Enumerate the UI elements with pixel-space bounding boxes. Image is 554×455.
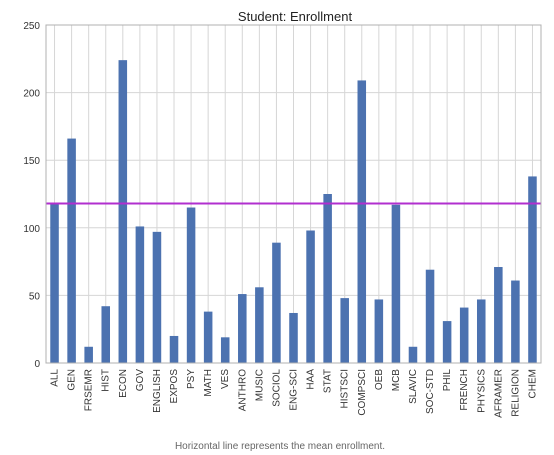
x-tick-label: PHYSICS bbox=[476, 369, 487, 413]
x-tick-label: ALL bbox=[50, 369, 61, 387]
bar-econ bbox=[118, 60, 128, 363]
x-tick-label: HISTSCI bbox=[340, 369, 351, 408]
plot-frame bbox=[45, 24, 542, 364]
bar-haa bbox=[306, 230, 315, 363]
chart-title: Student: Enrollment bbox=[238, 9, 353, 24]
bar-frsemr bbox=[84, 346, 93, 363]
x-tick-label: EXPOS bbox=[169, 369, 180, 404]
x-tick-label: STAT bbox=[323, 369, 334, 393]
x-tick-label: GEN bbox=[67, 369, 78, 391]
bar-chem bbox=[528, 176, 537, 363]
x-tick-label: RELIGION bbox=[510, 369, 521, 417]
bar-sociol bbox=[272, 242, 281, 363]
bars bbox=[50, 60, 537, 363]
x-tick-label: PSY bbox=[186, 369, 197, 389]
x-tick-label: AFRAMER bbox=[493, 369, 504, 418]
x-tick-label: ANTHRO bbox=[237, 369, 248, 411]
y-tick-label: 250 bbox=[23, 21, 40, 32]
bar-soc-std bbox=[425, 269, 435, 363]
x-tick-label: OEB bbox=[374, 369, 385, 390]
y-tick-labels: 0 50 100 150 200 250 bbox=[23, 21, 40, 370]
x-tick-label: GOV bbox=[135, 369, 146, 392]
x-tick-label: ECON bbox=[118, 369, 129, 398]
bar-physics bbox=[476, 299, 486, 363]
y-tick-label: 50 bbox=[29, 291, 41, 302]
bar-gen bbox=[67, 138, 76, 363]
bar-eng-sci bbox=[289, 312, 298, 363]
x-tick-label: ENG-SCI bbox=[289, 369, 300, 411]
x-tick-label: COMPSCI bbox=[357, 369, 368, 416]
x-tick-labels: ALL GEN FRSEMR HIST ECON GOV ENGLISH EXPOS PSY MA… bbox=[50, 369, 539, 418]
x-tick-label: HAA bbox=[306, 369, 317, 390]
bar-stat bbox=[323, 194, 332, 363]
bar-slavic bbox=[408, 346, 418, 363]
bar-religion bbox=[511, 280, 520, 363]
bar-mcb bbox=[391, 204, 401, 363]
x-tick-label: MUSIC bbox=[254, 369, 265, 401]
bar-histsci bbox=[340, 298, 349, 363]
y-tick-label: 100 bbox=[23, 224, 40, 235]
bar-compsci bbox=[357, 80, 367, 363]
x-tick-label: SOC-STD bbox=[425, 369, 436, 414]
x-tick-label: FRSEMR bbox=[84, 369, 95, 411]
bar-oeb bbox=[374, 299, 384, 363]
x-tick-label: CHEM bbox=[527, 369, 538, 398]
bar-english bbox=[152, 231, 162, 363]
chart-caption: Horizontal line represents the mean enro… bbox=[175, 441, 385, 452]
y-tick-label: 200 bbox=[23, 89, 40, 100]
x-tick-label: PHIL bbox=[442, 369, 453, 392]
bar-expos bbox=[169, 335, 179, 363]
bar-music bbox=[255, 287, 264, 363]
bar-gov bbox=[135, 226, 145, 363]
x-tick-label: SOCIOL bbox=[271, 369, 282, 407]
bar-ves bbox=[220, 337, 230, 363]
x-tick-label: MATH bbox=[203, 369, 214, 397]
x-tick-label: MCB bbox=[391, 369, 402, 392]
bar-anthro bbox=[238, 294, 247, 363]
bar-all bbox=[50, 203, 59, 363]
bar-psy bbox=[186, 207, 196, 363]
y-tick-label: 0 bbox=[34, 359, 40, 370]
axes bbox=[45, 24, 542, 364]
x-tick-label: VES bbox=[220, 369, 231, 389]
bar-hist bbox=[101, 306, 111, 363]
x-tick-label: SLAVIC bbox=[408, 369, 419, 404]
bar-phil bbox=[442, 321, 452, 363]
bar-aframer bbox=[494, 267, 503, 363]
bar-french bbox=[459, 307, 469, 363]
x-tick-label: ENGLISH bbox=[152, 369, 163, 413]
x-tick-label: HIST bbox=[101, 369, 112, 392]
x-tick-label: FRENCH bbox=[459, 369, 470, 411]
bar-math bbox=[203, 311, 213, 363]
y-tick-label: 150 bbox=[23, 156, 40, 167]
